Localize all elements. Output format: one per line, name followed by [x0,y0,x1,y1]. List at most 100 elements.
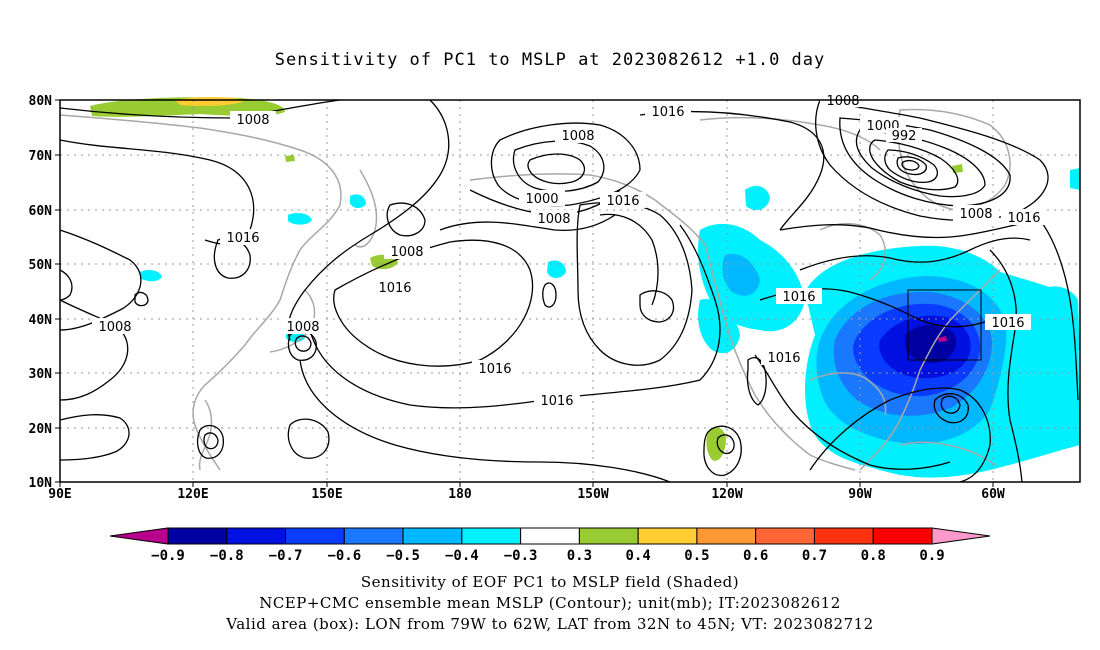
svg-text:1016: 1016 [1007,211,1040,226]
colorbar-tick-label: 0.6 [743,548,768,564]
contour-line [869,139,959,191]
caption-line: Sensitivity of EOF PC1 to MSLP field (Sh… [360,573,740,591]
coastline-alaska [469,173,706,246]
valid-area-box [907,289,982,361]
lon-label: 120W [711,487,742,502]
colorbar-tick-label: 0.5 [684,548,709,564]
contour-label-1: 1008 [555,127,601,144]
contour-line [542,282,557,308]
shade-atlantic-min [938,336,947,342]
contour-label-6: 1008 [230,111,276,128]
shade-japan-cyan-2 [350,194,366,209]
lon-label: 180 [448,487,472,502]
colorbar-tick-label: −0.7 [269,548,303,564]
contour-line [746,357,767,406]
coastline-kamchatka [354,169,378,248]
contour-line [527,153,586,185]
contour-label-13: 1008 [384,243,430,260]
longitude-labels: 90E 120E 150E 180 150W 120W 90W 60W [48,487,1005,502]
svg-text:1016: 1016 [651,105,684,120]
colorbar-swatch [285,527,345,545]
lat-label: 30N [29,367,53,382]
coastline-arctic-islands [699,116,881,151]
contour-line [59,269,73,301]
colorbar-swatch [402,527,463,545]
contour-line [933,393,969,424]
contour-line [203,432,219,450]
latitude-labels: 80N 70N 60N 50N 40N 30N 20N 10N [29,94,53,491]
svg-text:1008: 1008 [286,320,319,335]
contour-line [855,129,986,198]
colorbar-swatch [461,527,522,545]
svg-text:1016: 1016 [226,231,259,246]
lat-label: 40N [29,313,53,328]
shade-baja-green [706,427,726,461]
svg-text:1008: 1008 [826,94,859,109]
colorbar-tick-label: −0.3 [504,548,538,564]
colorbar-swatch [226,527,287,545]
shade-lab-cyan [1070,168,1080,190]
contour-label-10: 1016 [1001,209,1047,226]
contour-line [940,395,961,414]
contour-label-20: 1008 [92,318,138,335]
colorbar-swatch [520,527,580,545]
contour-line [59,139,255,246]
contour-line [490,122,641,207]
contour-label-12: 1016 [372,279,418,296]
contour-label-11: 1008 [953,205,999,222]
colorbar-max-triangle [931,527,991,545]
contour-line [386,202,426,237]
contour-label-9: 1016 [600,192,646,209]
colorbar-swatch [872,527,933,545]
contour-line [809,387,991,483]
lat-label: 50N [29,258,53,273]
svg-text:1008: 1008 [959,207,992,222]
caption-line: NCEP+CMC ensemble mean MSLP (Contour); u… [259,594,841,612]
contour-label-group: 1016 1008 1008 1000 992 1016 1008 1000 1… [92,93,1047,409]
contour-line [884,149,939,184]
lon-label: 150E [311,487,342,502]
colorbar-swatch [167,527,228,545]
contour-line [839,117,1011,207]
contour-line [896,156,927,176]
contour-line [287,418,330,459]
shade-westcoast-lightblue [722,253,760,296]
svg-text:1008: 1008 [236,113,269,128]
shade-pacific-cyan-1 [547,260,566,278]
map-title: Sensitivity of PC1 to MSLP at 2023082612… [274,50,826,70]
svg-text:1016: 1016 [378,281,411,296]
contour-line [901,159,920,171]
shade-greenland-green [952,164,963,173]
contour-line [59,299,129,401]
shade-westcoast-cyan-2 [698,299,740,354]
colorbar-tick-label: 0.7 [802,548,827,564]
colorbar-tick-label: −0.5 [386,548,420,564]
colorbar-swatch [696,527,757,545]
svg-text:1016: 1016 [540,394,573,409]
lat-label: 80N [29,94,53,109]
colorbar-swatch [637,527,698,545]
colorbar-tick-label: −0.6 [327,548,361,564]
contour-label-0: 1016 [645,103,691,120]
svg-text:1000: 1000 [525,192,558,207]
lat-label: 20N [29,422,53,437]
svg-text:1016: 1016 [782,290,815,305]
contour-line [576,201,693,366]
colorbar-tick-label: −0.4 [445,548,479,564]
contour-line [639,290,675,323]
colorbar-tick-label: 0.3 [567,548,592,564]
svg-text:992: 992 [892,129,917,144]
contour-line [59,99,341,119]
svg-text:1016: 1016 [606,194,639,209]
contour-label-16: 1016 [761,349,807,366]
contour-label-18: 1008 [280,318,326,335]
coastline-greenland [897,108,1011,211]
colorbar-tick-label: 0.4 [626,548,651,564]
colorbar: −0.9 −0.8 −0.7 −0.6 −0.5 −0.4 −0.3 0.3 0.4 0.5 0.6… [109,527,991,564]
contour-line [716,434,735,455]
lon-label: 120E [177,487,208,502]
colorbar-swatch [755,527,815,545]
shade-asia-cyan [140,269,162,282]
contour-line [799,237,1031,271]
lon-label: 150W [577,487,608,502]
